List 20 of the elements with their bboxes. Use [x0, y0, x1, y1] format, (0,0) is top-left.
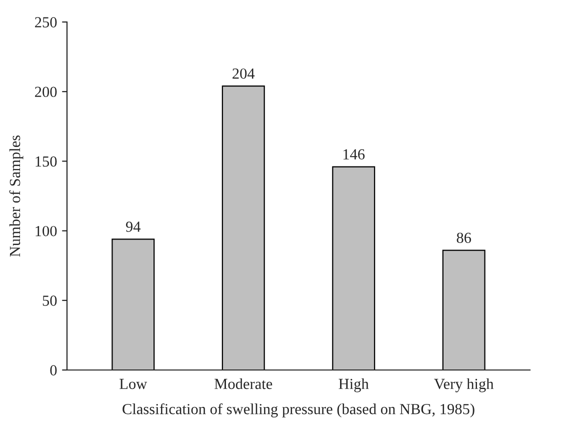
y-tick-label: 200 [35, 86, 57, 98]
data-label: 94 [126, 222, 141, 232]
x-tick-label: Very high [434, 378, 494, 392]
y-tick-label: 100 [36, 226, 57, 236]
bar [222, 85, 265, 370]
y-tick-label: 50 [42, 296, 57, 306]
data-label: 146 [344, 149, 365, 160]
bar [442, 250, 486, 370]
bar [332, 166, 376, 370]
x-tick-label: Moderate [214, 378, 272, 390]
x-tick-label: Low [120, 378, 148, 390]
x-tick-label: High [338, 378, 369, 392]
y-tick-label: 0 [50, 365, 57, 376]
y-tick-label: 150 [36, 156, 57, 167]
y-axis-title: Number of Samples [9, 135, 24, 257]
x-axis-title: Classification of swelling pressure (based on NBG, 1985) [122, 403, 474, 418]
bar [112, 238, 155, 370]
data-label: 204 [232, 68, 255, 79]
y-tick-label: 250 [35, 17, 57, 28]
data-label: 86 [456, 232, 472, 244]
